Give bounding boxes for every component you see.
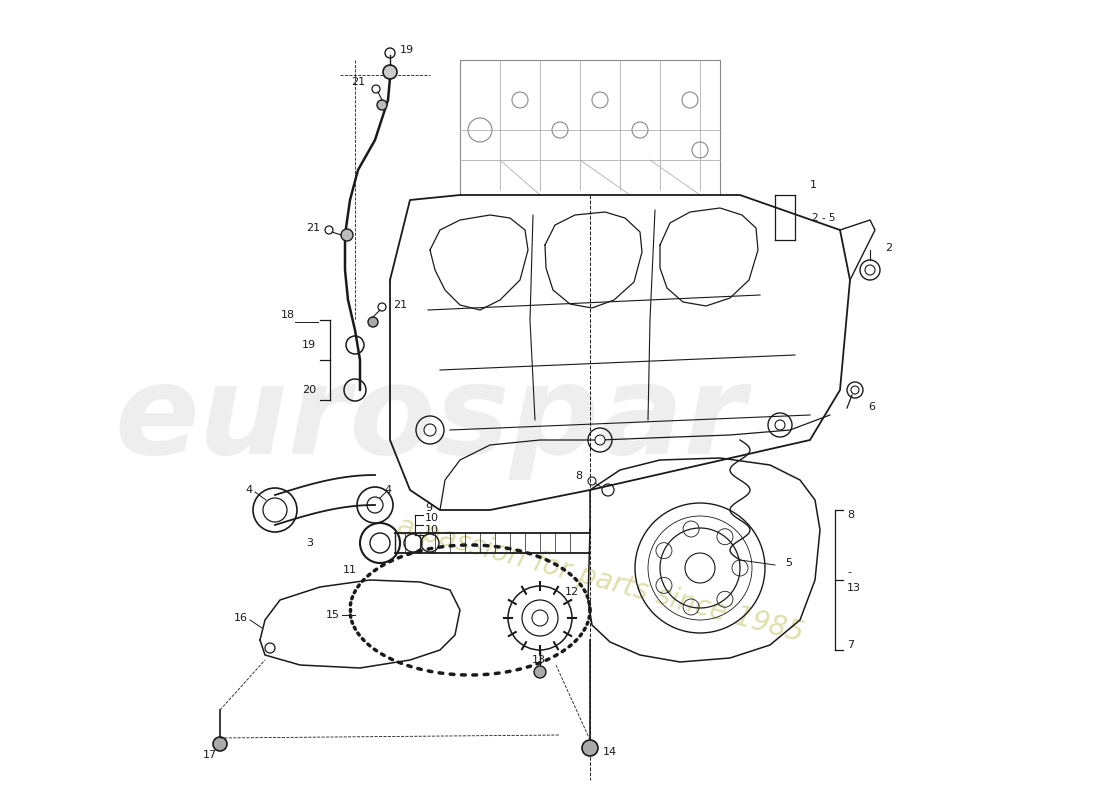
Text: 21: 21 bbox=[351, 77, 365, 87]
Text: 19: 19 bbox=[301, 340, 316, 350]
Circle shape bbox=[377, 100, 387, 110]
Text: -: - bbox=[847, 567, 851, 577]
Text: 11: 11 bbox=[343, 565, 358, 575]
Text: 17: 17 bbox=[202, 750, 217, 760]
Text: 13: 13 bbox=[847, 583, 861, 593]
Text: 2: 2 bbox=[886, 243, 892, 253]
Circle shape bbox=[213, 737, 227, 751]
Text: 6: 6 bbox=[868, 402, 875, 412]
Text: 10: 10 bbox=[425, 513, 439, 523]
Text: 3: 3 bbox=[307, 538, 314, 548]
Text: 8: 8 bbox=[847, 510, 854, 520]
Text: a passion for parts since 1985: a passion for parts since 1985 bbox=[394, 512, 806, 648]
Text: 13: 13 bbox=[532, 655, 546, 665]
Text: 4: 4 bbox=[384, 485, 392, 495]
Circle shape bbox=[534, 666, 546, 678]
Text: 5: 5 bbox=[785, 558, 792, 568]
Text: 16: 16 bbox=[234, 613, 248, 623]
Text: 8: 8 bbox=[575, 471, 582, 481]
Text: 9: 9 bbox=[425, 503, 432, 513]
Text: 21: 21 bbox=[393, 300, 407, 310]
Text: 10: 10 bbox=[425, 525, 439, 535]
Circle shape bbox=[595, 435, 605, 445]
Text: 19: 19 bbox=[400, 45, 414, 55]
Circle shape bbox=[424, 424, 436, 436]
Text: 21: 21 bbox=[306, 223, 320, 233]
Text: 2 - 5: 2 - 5 bbox=[812, 213, 836, 223]
Circle shape bbox=[341, 229, 353, 241]
Text: 1: 1 bbox=[810, 180, 817, 190]
Text: 12: 12 bbox=[565, 587, 579, 597]
Circle shape bbox=[368, 317, 378, 327]
Text: eurospar: eurospar bbox=[114, 359, 746, 481]
Text: 14: 14 bbox=[603, 747, 617, 757]
Circle shape bbox=[582, 740, 598, 756]
Text: 7: 7 bbox=[847, 640, 854, 650]
Circle shape bbox=[776, 420, 785, 430]
Circle shape bbox=[383, 65, 397, 79]
Text: 4: 4 bbox=[246, 485, 253, 495]
Text: 18: 18 bbox=[280, 310, 295, 320]
Text: 15: 15 bbox=[326, 610, 340, 620]
Text: 20: 20 bbox=[301, 385, 316, 395]
